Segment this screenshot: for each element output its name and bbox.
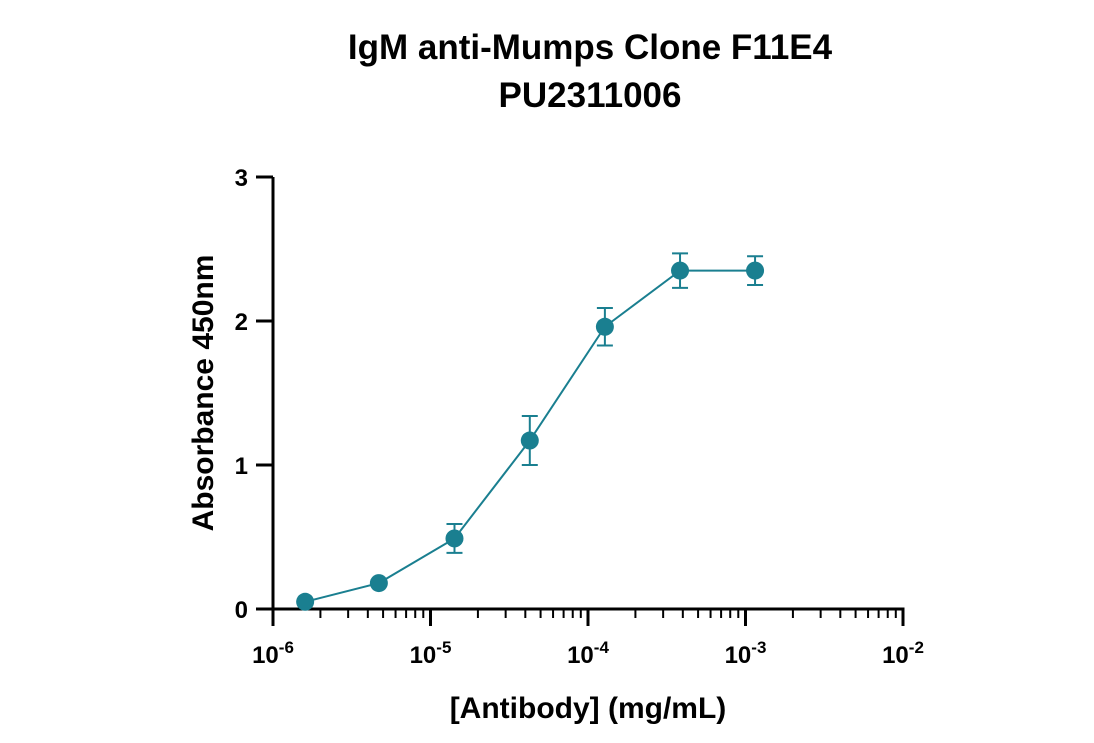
x-tick-label: 10-5 bbox=[410, 638, 452, 669]
y-tick-label: 0 bbox=[235, 597, 248, 624]
data-marks bbox=[296, 252, 765, 611]
data-point bbox=[445, 529, 464, 548]
data-point bbox=[296, 592, 315, 611]
data-point bbox=[746, 261, 765, 280]
y-tick-label: 3 bbox=[235, 165, 248, 192]
x-axis-title: [Antibody] (mg/mL) bbox=[450, 692, 727, 725]
x-tick-label: 10-3 bbox=[725, 638, 767, 669]
data-point bbox=[369, 574, 388, 593]
chart-subtitle: PU2311006 bbox=[498, 76, 682, 115]
axes: 0 1 2 3 10-6 10-5 10-4 10-3 10-2 bbox=[235, 165, 924, 669]
x-tick-label: 10-4 bbox=[567, 638, 609, 669]
data-point bbox=[671, 261, 690, 280]
y-tick-label: 1 bbox=[235, 453, 248, 480]
x-tick-label: 10-2 bbox=[882, 638, 924, 669]
chart-title: IgM anti-Mumps Clone F11E4 bbox=[347, 28, 833, 67]
data-point bbox=[595, 317, 614, 336]
x-tick-label: 10-6 bbox=[252, 638, 294, 669]
data-point bbox=[520, 431, 539, 450]
y-tick-label: 2 bbox=[235, 309, 248, 336]
y-axis-title: Absorbance 450nm bbox=[187, 255, 220, 532]
